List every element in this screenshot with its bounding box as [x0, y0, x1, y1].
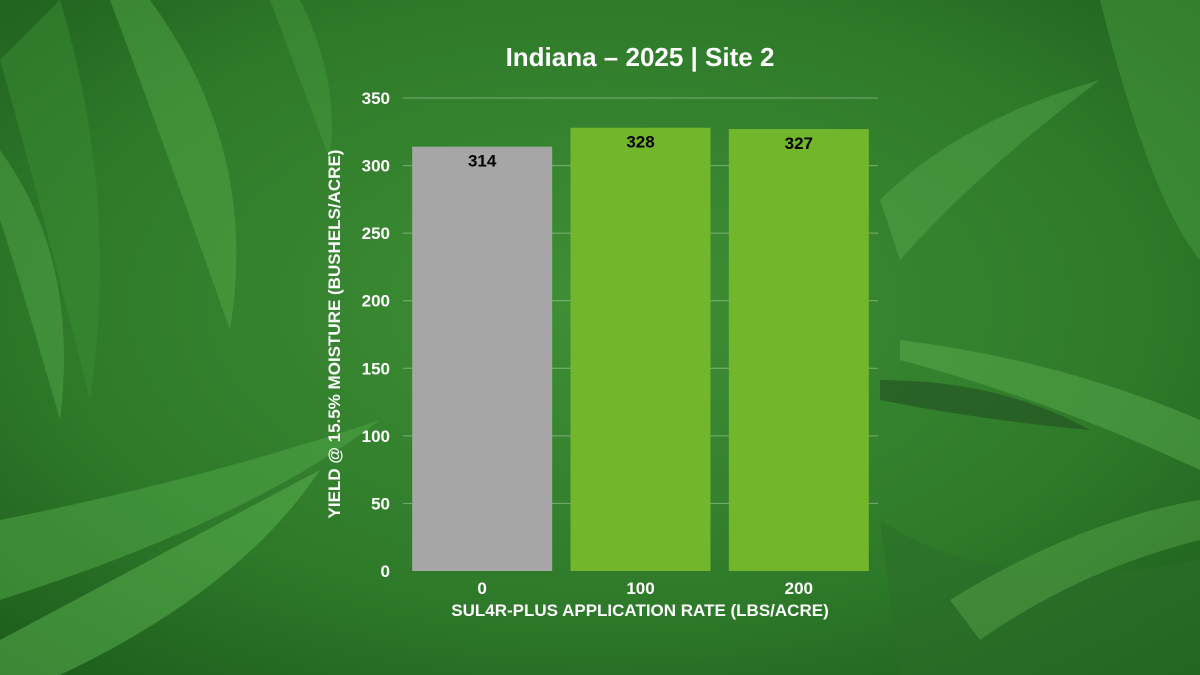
y-tick-label: 250 — [362, 224, 390, 243]
y-tick-label: 150 — [362, 359, 390, 378]
y-tick-label: 100 — [362, 427, 390, 446]
x-axis-title: SUL4R-PLUS APPLICATION RATE (LBS/ACRE) — [451, 601, 828, 620]
y-tick-label: 50 — [371, 494, 390, 513]
bar-100 — [570, 127, 711, 571]
data-labels: 314 328 327 — [468, 133, 813, 171]
bar-200 — [728, 129, 869, 571]
x-axis-ticks: 0 100 200 — [477, 579, 813, 598]
y-tick-label: 200 — [362, 292, 390, 311]
bars — [412, 127, 869, 571]
x-tick-label: 100 — [626, 579, 654, 598]
bar-0 — [412, 146, 553, 571]
y-tick-label: 0 — [381, 562, 390, 581]
data-label: 314 — [468, 152, 497, 171]
data-label: 327 — [785, 134, 813, 153]
y-tick-label: 350 — [362, 89, 390, 108]
data-label: 328 — [626, 133, 654, 152]
x-tick-label: 200 — [785, 579, 813, 598]
y-axis-title: YIELD @ 15.5% MOISTURE (BUSHELS/ACRE) — [325, 150, 344, 519]
y-tick-label: 300 — [362, 157, 390, 176]
y-axis-ticks: 0 50 100 150 200 250 300 350 — [362, 89, 390, 581]
x-tick-label: 0 — [477, 579, 486, 598]
chart-title: Indiana – 2025 | Site 2 — [506, 42, 775, 72]
